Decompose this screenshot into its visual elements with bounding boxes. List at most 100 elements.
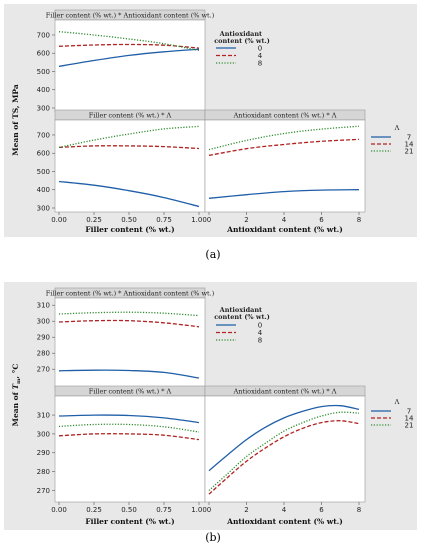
a-top-ytick-label-2: 500 [37, 68, 50, 76]
a-left-ytick-label-1: 400 [37, 186, 50, 194]
b-right-xtick-label-2: 4 [282, 506, 287, 514]
a-left-series-7-line [58, 180, 200, 208]
b-left-series-21-line [58, 423, 200, 433]
b-legend1-label-4: 4 [258, 329, 263, 337]
figure-b-caption: (b) [205, 531, 221, 544]
a-right-xtick-label-4: 8 [357, 216, 361, 224]
figure-b: Mean of Tm, °C Filler content (% wt.) * … [4, 282, 417, 530]
a-left-series-14-line [58, 145, 200, 150]
a-right-plot: 0 2 4 6 8 [207, 125, 361, 224]
a-left-panel [54, 119, 206, 213]
a-right-xtick-label-2: 4 [282, 216, 287, 224]
b-top-ytick-label-2: 290 [37, 334, 50, 342]
a-right-header: Antioxidant content (% wt.) * Λ [233, 112, 337, 120]
a-left-xtick-label-3: 0.75 [156, 216, 172, 224]
b-legend2-label-14: 14 [405, 414, 414, 422]
b-left-ytick-label-1: 280 [37, 468, 50, 476]
a-legend2-label-14: 14 [405, 140, 414, 148]
b-left-xtick-label-4: 1.00 [191, 506, 207, 514]
a-top-plot: 300 400 500 600 700 [37, 31, 200, 112]
b-right-xtick-label-1: 2 [244, 506, 248, 514]
b-left-ytick-label-2: 290 [37, 449, 50, 457]
b-top-header: Filler content (% wt.) * Antioxidant con… [46, 290, 215, 298]
b-legend2-title: Λ [394, 398, 400, 406]
b-right-series-21-line [208, 411, 360, 491]
b-left-header: Filler content (% wt.) * Λ [89, 388, 172, 396]
a-legend2-title: Λ [394, 124, 400, 132]
a-right-xtick-label-1: 2 [244, 216, 248, 224]
a-left-series-21-line [58, 125, 200, 149]
a-left-xtick-label-4: 1.00 [191, 216, 207, 224]
b-right-xlabel: Antioxidant content (% wt.) [226, 517, 343, 526]
b-left-xtick-label-1: 0.25 [86, 506, 102, 514]
a-right-series-21-line [208, 125, 360, 151]
a-left-xtick-label-2: 0.50 [121, 216, 137, 224]
b-top-ytick-label-4: 310 [37, 302, 50, 310]
figure-b-ylabel: Mean of Tm, °C [11, 364, 22, 427]
a-left-ytick-label-3: 600 [37, 150, 50, 158]
a-left-xtick-label-0: 0.00 [51, 216, 67, 224]
b-legend2-label-21: 21 [405, 421, 414, 429]
b-legend1-items: 048 [216, 321, 263, 344]
b-legend1-title: Antioxidant content (% wt.) [214, 306, 270, 321]
a-right-panel [204, 119, 366, 213]
b-top-series-8-line [58, 311, 200, 317]
a-legend1 [212, 24, 272, 76]
a-left-ytick-label-0: 300 [37, 204, 50, 212]
a-top-ytick-label-3: 600 [37, 50, 50, 58]
a-top-series-4-line [58, 43, 200, 49]
figure-a-caption: (a) [205, 248, 220, 261]
b-left-series-14-line [58, 433, 200, 441]
figure-a: Mean of TS, MPa Filler content (% wt.) *… [4, 4, 417, 237]
a-left-xtick-label-1: 0.25 [86, 216, 102, 224]
b-legend1 [212, 300, 272, 352]
b-left-xlabel: Filler content (% wt.) [85, 517, 174, 526]
a-left-header: Filler content (% wt.) * Λ [89, 112, 172, 120]
b-left-ytick-label-3: 300 [37, 430, 50, 438]
a-left-plot: 300 400 500 600 700 0.00 0.25 0.50 0.75 1.00 [37, 125, 207, 224]
a-right-xlabel: Antioxidant content (% wt.) [226, 225, 343, 234]
b-legend1-label-8: 8 [258, 336, 262, 344]
b-left-ytick-label-4: 310 [37, 411, 50, 419]
figure-b-ylabel-unit: , °C [11, 364, 20, 379]
a-legend1-label-8: 8 [258, 59, 262, 67]
b-top-ytick-label-0: 270 [37, 366, 50, 374]
a-right-series-14-line [208, 138, 360, 157]
b-top-ytick-label-3: 300 [37, 318, 50, 326]
a-top-ytick-label-0: 300 [37, 104, 50, 112]
b-left-xtick-label-3: 0.75 [156, 506, 172, 514]
a-left-xlabel: Filler content (% wt.) [85, 225, 174, 234]
a-left-ytick-label-2: 500 [37, 168, 50, 176]
a-legend1-title: Antioxidant content (% wt.) [214, 30, 270, 45]
b-right-series-14-line [208, 420, 360, 495]
a-top-ytick-label-4: 700 [37, 31, 50, 39]
a-top-ytick-label-1: 400 [37, 86, 50, 94]
figure-a-ylabel: Mean of TS, MPa [11, 84, 20, 156]
a-legend2-label-7: 7 [407, 133, 411, 141]
a-legend2-label-21: 21 [405, 147, 414, 155]
figure-b-ylabel-t: T [11, 383, 20, 390]
a-right-xtick-label-0: 0 [207, 216, 211, 224]
b-legend1-label-0: 0 [258, 321, 262, 329]
a-legend1-items: 048 [216, 44, 263, 67]
b-right-header: Antioxidant content (% wt.) * Λ [233, 388, 337, 396]
b-left-xtick-label-0: 0.00 [51, 506, 67, 514]
b-right-xtick-label-4: 8 [357, 506, 361, 514]
b-right-xtick-label-3: 6 [319, 506, 324, 514]
b-legend1-title-line2: content (% wt.) [214, 313, 270, 321]
b-right-panel [204, 395, 366, 503]
b-right-plot: 0 2 4 6 8 [207, 404, 361, 514]
b-top-series-0-line [58, 369, 200, 379]
b-top-plot: 270 280 290 300 310 [37, 302, 200, 379]
a-right-xtick-label-3: 6 [319, 216, 324, 224]
a-top-panel [54, 19, 206, 113]
b-left-plot: 270 280 290 300 310 0.00 0.25 0.50 0.75 1.00 [37, 411, 207, 514]
b-left-xtick-label-2: 0.50 [121, 506, 137, 514]
b-top-ytick-label-1: 280 [37, 350, 50, 358]
b-right-xtick-label-0: 0 [207, 506, 211, 514]
b-left-series-7-line [58, 414, 200, 424]
a-legend1-label-0: 0 [258, 44, 262, 52]
